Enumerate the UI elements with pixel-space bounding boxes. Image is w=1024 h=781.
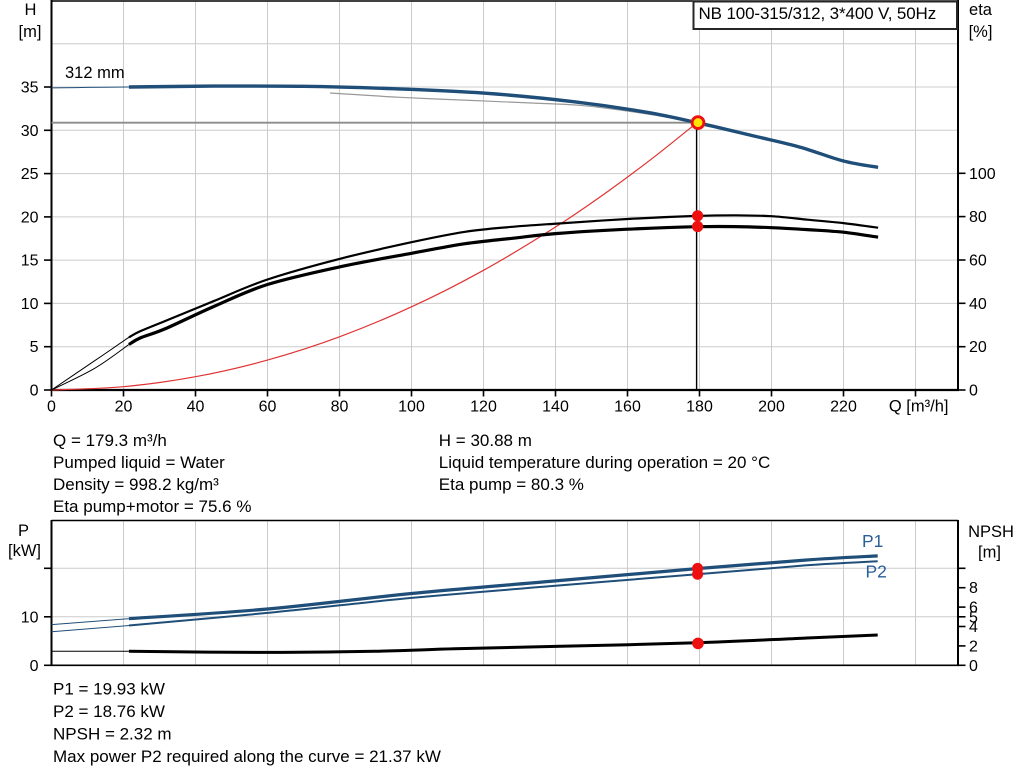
svg-text:0: 0: [969, 658, 978, 675]
svg-text:P: P: [18, 522, 29, 540]
svg-text:0: 0: [30, 383, 39, 400]
svg-text:80: 80: [331, 399, 349, 416]
svg-text:Q = 179.3 m³/h: Q = 179.3 m³/h: [53, 431, 167, 450]
svg-text:5: 5: [969, 609, 978, 626]
svg-text:Q [m³/h]: Q [m³/h]: [889, 398, 949, 416]
svg-text:160: 160: [614, 399, 641, 416]
svg-text:40: 40: [969, 296, 987, 313]
svg-text:80: 80: [969, 209, 987, 226]
svg-text:H = 30.88 m: H = 30.88 m: [439, 431, 532, 450]
svg-text:100: 100: [969, 166, 996, 183]
svg-text:2: 2: [969, 638, 978, 655]
svg-text:60: 60: [259, 399, 277, 416]
svg-text:Max power P2 required along th: Max power P2 required along the curve = …: [53, 747, 441, 766]
svg-text:35: 35: [21, 80, 39, 97]
svg-text:8: 8: [969, 580, 978, 597]
svg-text:220: 220: [830, 399, 857, 416]
svg-text:6: 6: [969, 600, 978, 617]
svg-text:200: 200: [758, 399, 785, 416]
svg-text:P1: P1: [862, 531, 883, 551]
svg-text:20: 20: [21, 209, 39, 226]
svg-text:Density = 998.2 kg/m³: Density = 998.2 kg/m³: [53, 475, 219, 494]
svg-text:120: 120: [470, 399, 497, 416]
svg-text:30: 30: [21, 123, 39, 140]
svg-text:eta: eta: [969, 1, 993, 19]
svg-text:P1 = 19.93 kW: P1 = 19.93 kW: [53, 680, 165, 699]
svg-text:Eta pump = 80.3 %: Eta pump = 80.3 %: [439, 475, 584, 494]
svg-text:312 mm: 312 mm: [65, 64, 125, 82]
svg-text:60: 60: [969, 253, 987, 270]
svg-text:0: 0: [969, 383, 978, 400]
svg-text:0: 0: [30, 658, 39, 675]
svg-text:100: 100: [398, 399, 425, 416]
svg-text:H: H: [25, 1, 37, 19]
svg-text:0: 0: [47, 399, 56, 416]
svg-text:10: 10: [21, 296, 39, 313]
svg-text:[kW]: [kW]: [8, 542, 41, 560]
svg-text:180: 180: [686, 399, 713, 416]
svg-text:NB 100-315/312, 3*400 V, 50Hz: NB 100-315/312, 3*400 V, 50Hz: [699, 4, 937, 23]
svg-text:Pumped liquid = Water: Pumped liquid = Water: [53, 453, 225, 472]
svg-text:[m]: [m]: [978, 544, 1001, 562]
svg-text:Liquid temperature during oper: Liquid temperature during operation = 20…: [439, 453, 770, 472]
svg-text:15: 15: [21, 253, 39, 270]
svg-text:20: 20: [969, 339, 987, 356]
svg-text:P2 = 18.76 kW: P2 = 18.76 kW: [53, 702, 165, 721]
svg-text:40: 40: [187, 399, 205, 416]
svg-text:10: 10: [21, 609, 39, 626]
svg-text:Eta pump+motor = 75.6 %: Eta pump+motor = 75.6 %: [53, 497, 251, 516]
svg-text:[%]: [%]: [969, 23, 993, 41]
svg-text:140: 140: [542, 399, 569, 416]
svg-text:4: 4: [969, 619, 978, 636]
svg-text:NPSH = 2.32 m: NPSH = 2.32 m: [53, 725, 172, 744]
svg-text:25: 25: [21, 166, 39, 183]
svg-text:20: 20: [115, 399, 133, 416]
svg-text:NPSH: NPSH: [968, 523, 1014, 541]
svg-text:[m]: [m]: [19, 23, 42, 41]
svg-text:5: 5: [30, 339, 39, 356]
svg-text:P2: P2: [866, 562, 887, 582]
